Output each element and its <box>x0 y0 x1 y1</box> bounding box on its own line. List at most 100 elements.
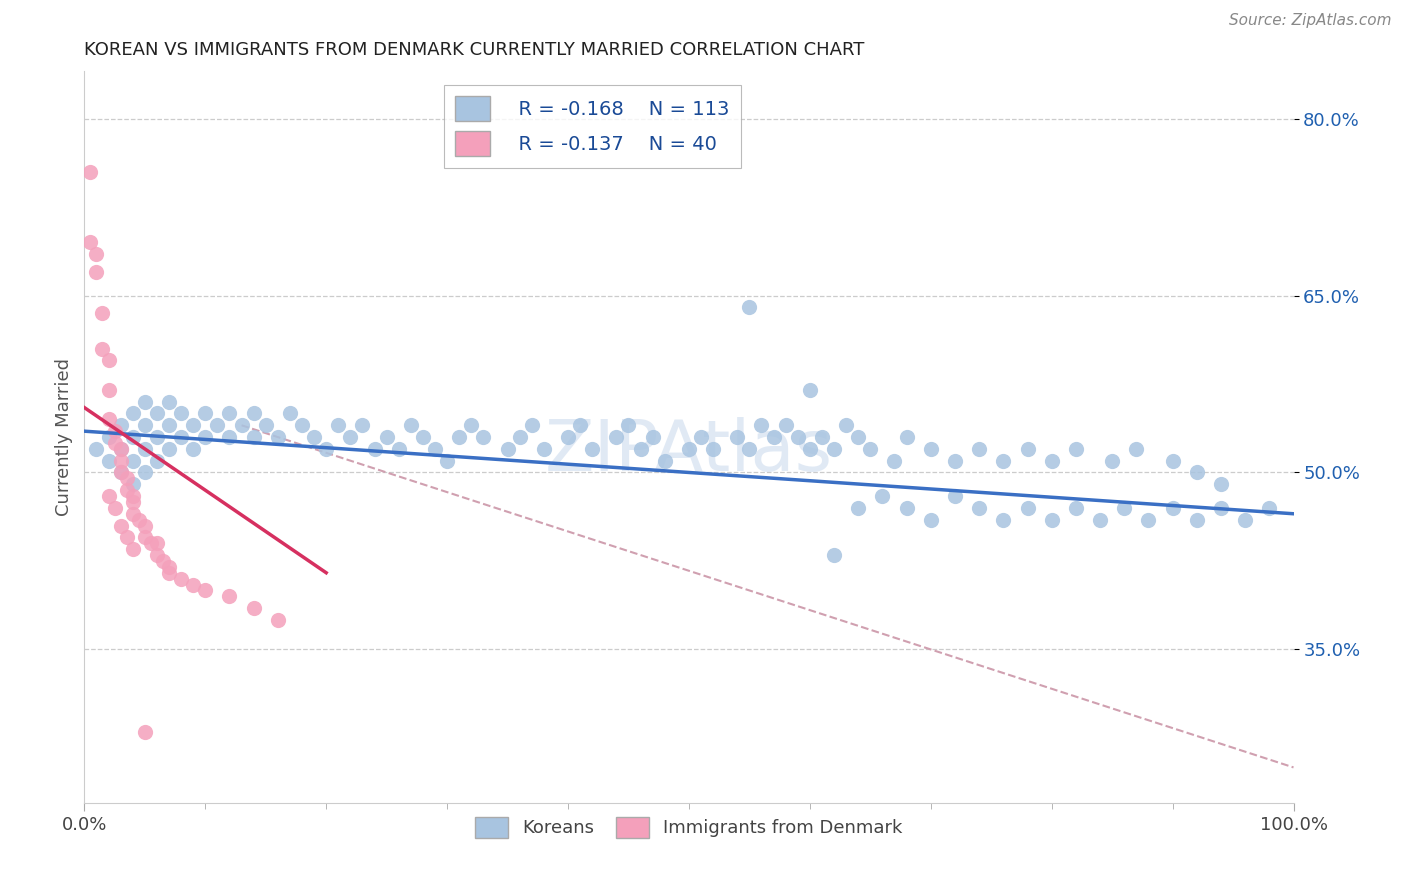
Point <box>678 442 700 456</box>
Point <box>1064 500 1087 515</box>
Y-axis label: Currently Married: Currently Married <box>55 358 73 516</box>
Point <box>79 164 101 178</box>
Point <box>920 513 942 527</box>
Point <box>738 301 761 315</box>
Point <box>1234 513 1257 527</box>
Point <box>134 394 156 409</box>
Point <box>896 500 918 515</box>
Point <box>472 430 495 444</box>
Point <box>218 430 240 444</box>
Point <box>110 453 132 467</box>
Point <box>883 453 905 467</box>
Point <box>423 442 446 456</box>
Text: KOREAN VS IMMIGRANTS FROM DENMARK CURRENTLY MARRIED CORRELATION CHART: KOREAN VS IMMIGRANTS FROM DENMARK CURREN… <box>84 41 865 59</box>
Point <box>302 430 325 444</box>
Point <box>278 407 301 421</box>
Point <box>1161 500 1184 515</box>
Point <box>1185 466 1208 480</box>
Point <box>352 418 374 433</box>
Point <box>509 430 531 444</box>
Point <box>79 235 101 250</box>
Point <box>1017 442 1039 456</box>
Point <box>146 453 169 467</box>
Point <box>170 572 193 586</box>
Point <box>533 442 555 456</box>
Point <box>110 442 132 456</box>
Point <box>218 590 240 604</box>
Point <box>110 442 132 456</box>
Point <box>170 407 193 421</box>
Point <box>449 430 471 444</box>
Point <box>218 407 240 421</box>
Point <box>97 353 120 368</box>
Point <box>835 418 858 433</box>
Point <box>399 418 422 433</box>
Point <box>641 430 664 444</box>
Point <box>115 530 138 544</box>
Point <box>139 536 162 550</box>
Point <box>725 430 748 444</box>
Point <box>363 442 385 456</box>
Point <box>91 342 114 356</box>
Point <box>231 418 253 433</box>
Point <box>121 430 143 444</box>
Point <box>181 442 204 456</box>
Point <box>1258 500 1281 515</box>
Point <box>181 418 204 433</box>
Point <box>134 442 156 456</box>
Point <box>751 418 773 433</box>
Point <box>654 453 676 467</box>
Point <box>121 507 143 521</box>
Point <box>943 453 966 467</box>
Point <box>254 418 277 433</box>
Point <box>242 601 264 615</box>
Point <box>97 383 120 397</box>
Point <box>134 530 156 544</box>
Point <box>388 442 411 456</box>
Point <box>97 430 120 444</box>
Point <box>315 442 337 456</box>
Point <box>581 442 603 456</box>
Point <box>134 466 156 480</box>
Point <box>267 430 290 444</box>
Point <box>993 513 1015 527</box>
Point <box>799 383 821 397</box>
Point <box>157 559 180 574</box>
Point <box>569 418 592 433</box>
Point <box>1017 500 1039 515</box>
Point <box>97 412 120 426</box>
Point <box>115 483 138 498</box>
Point <box>110 518 132 533</box>
Point <box>146 407 169 421</box>
Point <box>267 613 290 627</box>
Point <box>97 489 120 503</box>
Point <box>104 424 127 438</box>
Point <box>436 453 458 467</box>
Point <box>146 536 169 550</box>
Point <box>86 442 108 456</box>
Point <box>1088 513 1111 527</box>
Point <box>97 453 120 467</box>
Point <box>690 430 713 444</box>
Point <box>1161 453 1184 467</box>
Point <box>86 265 108 279</box>
Point <box>617 418 640 433</box>
Point <box>1209 500 1232 515</box>
Point <box>702 442 724 456</box>
Point <box>630 442 652 456</box>
Legend: Koreans, Immigrants from Denmark: Koreans, Immigrants from Denmark <box>468 810 910 845</box>
Point <box>896 430 918 444</box>
Point <box>872 489 894 503</box>
Point <box>967 500 990 515</box>
Point <box>121 489 143 503</box>
Point <box>181 577 204 591</box>
Point <box>128 513 150 527</box>
Point <box>121 542 143 557</box>
Point <box>146 430 169 444</box>
Point <box>207 418 229 433</box>
Point <box>786 430 808 444</box>
Point <box>170 430 193 444</box>
Point <box>1137 513 1160 527</box>
Point <box>121 453 143 467</box>
Point <box>339 430 361 444</box>
